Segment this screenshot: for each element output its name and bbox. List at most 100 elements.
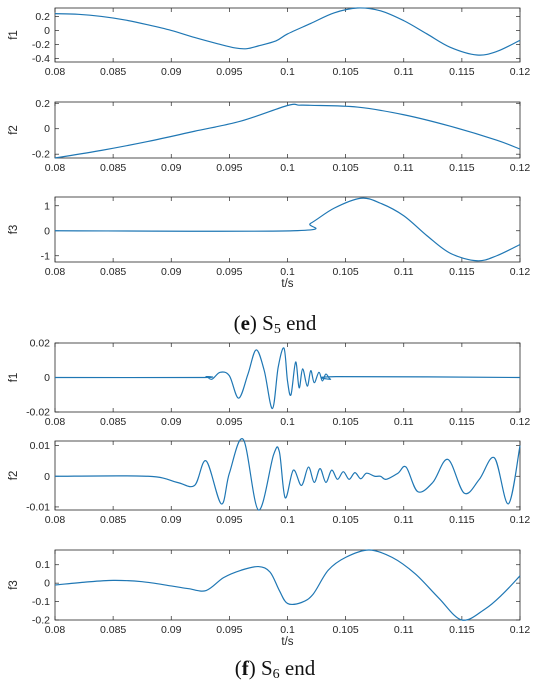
series-line-f2 bbox=[54, 103, 521, 159]
series-line-f2 bbox=[54, 438, 521, 511]
y-tick-label: 0 bbox=[44, 123, 50, 135]
caption-f: (f) S6 end bbox=[235, 656, 316, 682]
series-line-f1 bbox=[54, 7, 521, 56]
x-tick-label: 0.09 bbox=[161, 514, 182, 526]
x-tick-label: 0.09 bbox=[161, 416, 182, 428]
x-tick-label: 0.085 bbox=[100, 66, 126, 78]
x-tick-label: 0.11 bbox=[394, 162, 414, 174]
x-tick-label: 0.1 bbox=[280, 416, 295, 428]
x-tick-label: 0.105 bbox=[332, 624, 358, 636]
x-tick-label: 0.09 bbox=[161, 624, 182, 636]
x-tick-label: 0.12 bbox=[510, 416, 531, 428]
x-tick-label: 0.095 bbox=[216, 416, 242, 428]
x-tick-label: 0.105 bbox=[332, 514, 358, 526]
x-tick-label: 0.115 bbox=[449, 162, 475, 174]
panels-layer: 0.08 0.085 0.09 0.095 0.1 0.105 0.11 0.115 0.120… bbox=[8, 7, 531, 648]
x-tick-label: 0.115 bbox=[449, 624, 475, 636]
y-tick-label: -0.02 bbox=[26, 407, 50, 419]
axes-frame bbox=[54, 549, 521, 621]
x-tick-label: 0.095 bbox=[216, 514, 242, 526]
axes-frame bbox=[54, 7, 521, 63]
y-axis-label: f1 bbox=[8, 30, 20, 40]
x-tick-label: 0.105 bbox=[332, 162, 358, 174]
y-tick-label: 0.1 bbox=[35, 559, 50, 571]
y-tick-label: 0 bbox=[44, 25, 50, 37]
y-tick-label: -0.1 bbox=[32, 596, 50, 608]
y-tick-label: -0.2 bbox=[32, 39, 50, 51]
x-tick-label: 0.11 bbox=[394, 624, 414, 636]
x-tick-label: 0.11 bbox=[394, 416, 414, 428]
axes-frame bbox=[54, 196, 521, 263]
x-tick-label: 0.12 bbox=[510, 266, 531, 278]
x-tick-label: 0.115 bbox=[449, 266, 475, 278]
y-tick-label: -1 bbox=[41, 250, 50, 262]
panel-6-f3: 0.08 0.085 0.09 0.095 0.1 0.105 0.11 0.115 0.12 0… bbox=[8, 549, 531, 648]
y-tick-label: -0.4 bbox=[32, 53, 50, 65]
y-tick-label: 0 bbox=[44, 471, 50, 483]
x-tick-label: 0.085 bbox=[100, 514, 126, 526]
x-tick-label: 0.11 bbox=[394, 66, 414, 78]
y-tick-label: -0.2 bbox=[32, 615, 50, 627]
x-tick-label: 0.095 bbox=[216, 624, 242, 636]
x-tick-label: 0.105 bbox=[332, 416, 358, 428]
series-line-f3 bbox=[54, 549, 521, 621]
x-tick-label: 0.09 bbox=[161, 66, 182, 78]
y-tick-label: 0.01 bbox=[30, 440, 51, 452]
x-tick-label: 0.1 bbox=[280, 162, 295, 174]
panel-4-f1: 0.08 0.085 0.09 0.095 0.1 0.105 0.11 0.115 0.12 0… bbox=[8, 338, 530, 429]
x-tick-label: 0.12 bbox=[510, 162, 531, 174]
x-tick-label: 0.12 bbox=[510, 624, 531, 636]
x-tick-label: 0.115 bbox=[449, 66, 475, 78]
x-tick-label: 0.105 bbox=[332, 66, 358, 78]
panel-2-f2: 0.08 0.085 0.09 0.095 0.1 0.105 0.11 0.115 0.12 0… bbox=[8, 98, 530, 174]
x-tick-label: 0.08 bbox=[45, 162, 66, 174]
x-tick-label: 0.095 bbox=[216, 162, 242, 174]
y-tick-label: -0.01 bbox=[26, 501, 50, 513]
y-tick-label: 0.02 bbox=[30, 338, 51, 350]
x-tick-label: 0.1 bbox=[280, 624, 295, 636]
y-axis-label: f3 bbox=[8, 580, 20, 590]
x-tick-label: 0.115 bbox=[449, 514, 475, 526]
x-tick-label: 0.085 bbox=[100, 162, 126, 174]
x-tick-label: 0.12 bbox=[510, 66, 531, 78]
x-tick-label: 0.095 bbox=[216, 266, 242, 278]
y-tick-label: 0 bbox=[44, 372, 50, 384]
panel-3-f3: 0.08 0.085 0.09 0.095 0.1 0.105 0.11 0.115 0.12 1… bbox=[8, 196, 531, 290]
x-tick-label: 0.08 bbox=[45, 66, 66, 78]
x-tick-label: 0.1 bbox=[280, 514, 295, 526]
x-axis-label: t/s bbox=[281, 278, 293, 290]
x-tick-label: 0.08 bbox=[45, 266, 66, 278]
x-tick-label: 0.115 bbox=[449, 416, 475, 428]
y-tick-label: 0.2 bbox=[35, 98, 50, 110]
x-tick-label: 0.11 bbox=[394, 514, 414, 526]
x-tick-label: 0.08 bbox=[45, 624, 66, 636]
panel-5-f2: 0.08 0.085 0.09 0.095 0.1 0.105 0.11 0.115 0.12 0… bbox=[8, 438, 531, 526]
x-tick-label: 0.1 bbox=[280, 66, 295, 78]
y-tick-label: 0 bbox=[44, 578, 50, 590]
series-line-f1 bbox=[54, 347, 521, 410]
x-tick-label: 0.11 bbox=[394, 266, 414, 278]
x-tick-label: 0.085 bbox=[100, 416, 126, 428]
x-tick-label: 0.09 bbox=[161, 162, 182, 174]
y-tick-label: 0.2 bbox=[35, 11, 50, 23]
x-tick-label: 0.12 bbox=[510, 514, 531, 526]
x-tick-label: 0.105 bbox=[332, 266, 358, 278]
y-tick-label: -0.2 bbox=[32, 149, 50, 161]
x-tick-label: 0.085 bbox=[100, 266, 126, 278]
y-axis-label: f2 bbox=[8, 471, 20, 481]
y-axis-label: f3 bbox=[8, 225, 20, 235]
caption-e: (e) S5 end bbox=[234, 311, 317, 337]
x-axis-label: t/s bbox=[281, 636, 293, 648]
x-tick-label: 0.08 bbox=[45, 514, 66, 526]
axes-frame bbox=[54, 101, 521, 159]
x-tick-label: 0.09 bbox=[161, 266, 182, 278]
series-line-f3 bbox=[54, 197, 521, 262]
x-tick-label: 0.085 bbox=[100, 624, 126, 636]
y-axis-label: f1 bbox=[8, 373, 20, 383]
x-tick-label: 0.08 bbox=[45, 416, 66, 428]
y-tick-label: 1 bbox=[44, 200, 50, 212]
panel-1-f1: 0.08 0.085 0.09 0.095 0.1 0.105 0.11 0.115 0.12 0… bbox=[8, 7, 531, 78]
y-axis-label: f2 bbox=[8, 125, 20, 135]
y-tick-label: 0 bbox=[44, 225, 50, 237]
